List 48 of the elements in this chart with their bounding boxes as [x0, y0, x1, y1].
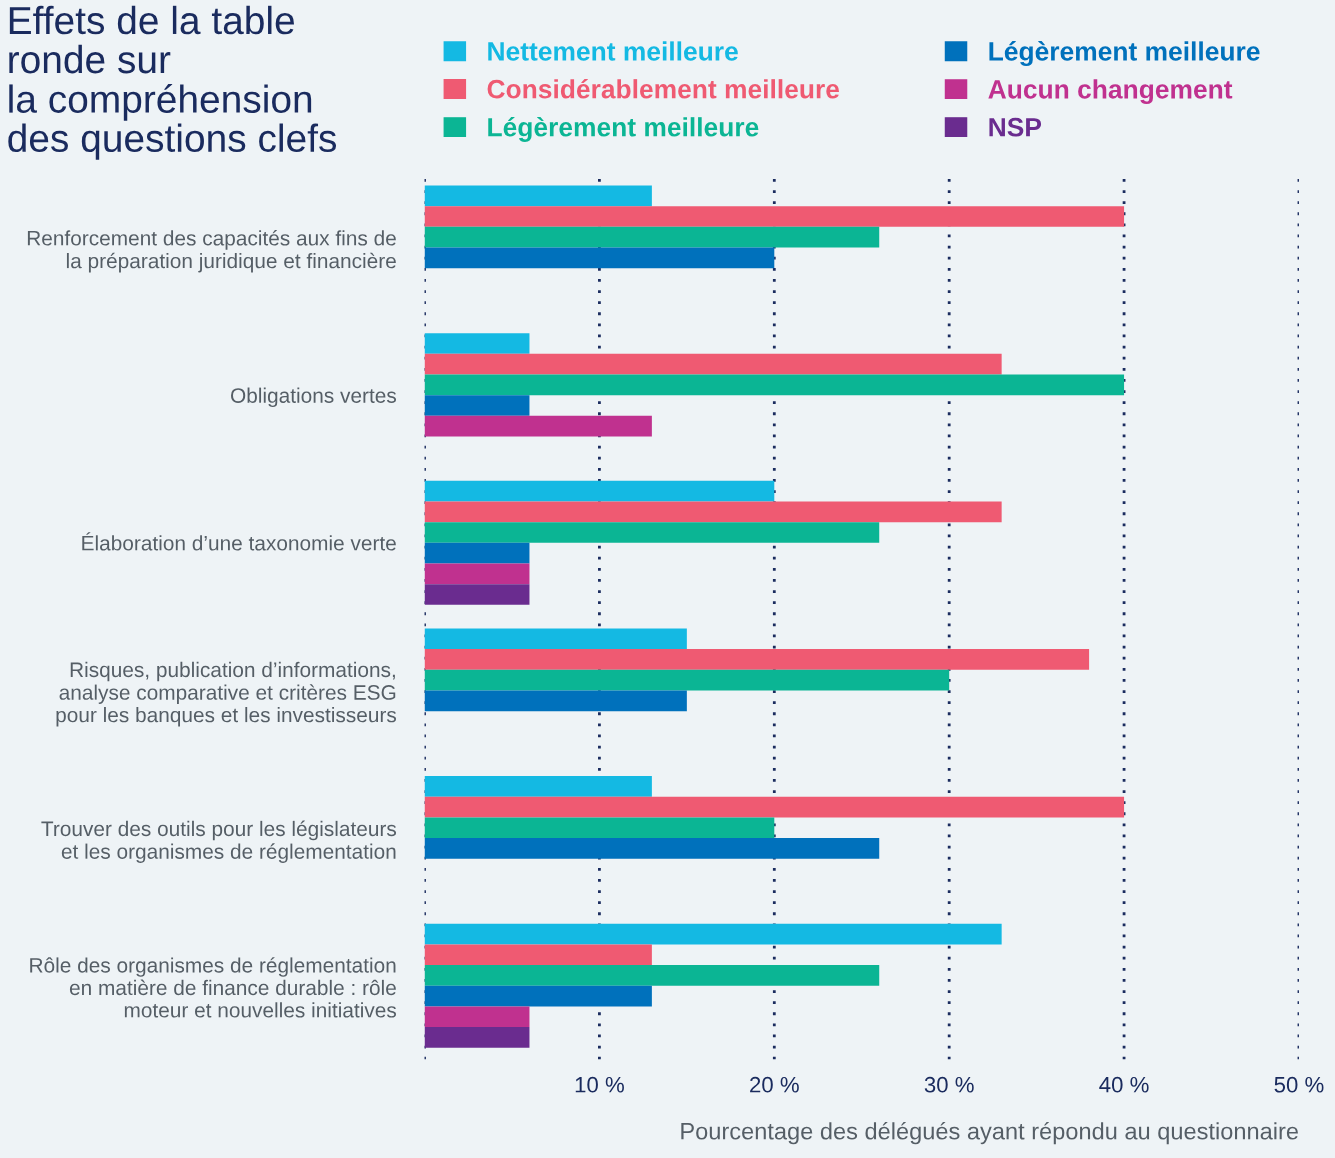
bar: [424, 247, 775, 269]
legend-label: Aucun changement: [988, 79, 1233, 104]
bar: [424, 690, 687, 712]
y-tick-label: Rôle des organismes de réglementation en matière de finance durable : rôle moteur et nouvelles initiatives: [30, 957, 397, 1018]
legend-label: Légèrement meilleure: [989, 41, 1260, 67]
x-tick-label: 30 %: [924, 1076, 974, 1093]
bar: [424, 206, 1125, 227]
bar: [424, 923, 1002, 945]
y-tick-label: Élaboration d’une taxonomie verte: [82, 532, 396, 551]
bar: [424, 649, 1090, 670]
x-tick-label: 50 %: [1274, 1076, 1324, 1093]
bar: [424, 415, 652, 437]
bar: [424, 185, 652, 207]
bar: [424, 542, 530, 564]
y-tick-label: Risques, publication d’informations, analyse comparative et critères ESG pour les banques et les investisseurs: [56, 661, 397, 727]
legend-label: Considérablement meilleure: [487, 78, 840, 99]
legend-label: NSP: [989, 117, 1042, 137]
bar: [424, 226, 880, 248]
bar: [424, 776, 652, 797]
bar: [424, 353, 1002, 375]
x-tick-label: 40 %: [1099, 1076, 1149, 1093]
bar: [424, 501, 1002, 523]
bar: [424, 374, 1125, 396]
bar: [424, 944, 652, 966]
bar: [424, 480, 775, 502]
legend-label: Nettement meilleure: [488, 41, 738, 61]
bar: [424, 669, 950, 691]
bar: [424, 965, 880, 986]
x-tick-label: 10 %: [575, 1076, 624, 1093]
bar: [424, 1006, 530, 1028]
bar: [424, 563, 530, 585]
x-tick-label: 20 %: [750, 1076, 799, 1093]
chart-title: Effets de la table ronde sur la compréhension des questions clefs: [8, 5, 337, 160]
bar: [424, 838, 880, 859]
bar: [424, 628, 687, 650]
bar: [424, 1027, 530, 1048]
y-tick-label: Renforcement des capacités aux fins de la préparation juridique et financière: [27, 230, 396, 273]
bar: [424, 985, 652, 1007]
bar: [424, 817, 775, 839]
bar: [424, 584, 530, 605]
x-axis-title: Pourcentage des délégués ayant répondu au questionnaire: [681, 1121, 1298, 1145]
bar: [424, 333, 530, 354]
legend-label: Légèrement meilleure: [488, 116, 759, 142]
y-tick-label: Obligations vertes: [231, 387, 397, 408]
bar: [424, 395, 530, 416]
y-tick-label: Trouver des outils pour les législateurs et les organismes de réglementation: [41, 820, 397, 863]
bar: [424, 522, 880, 543]
bar: [424, 796, 1125, 818]
